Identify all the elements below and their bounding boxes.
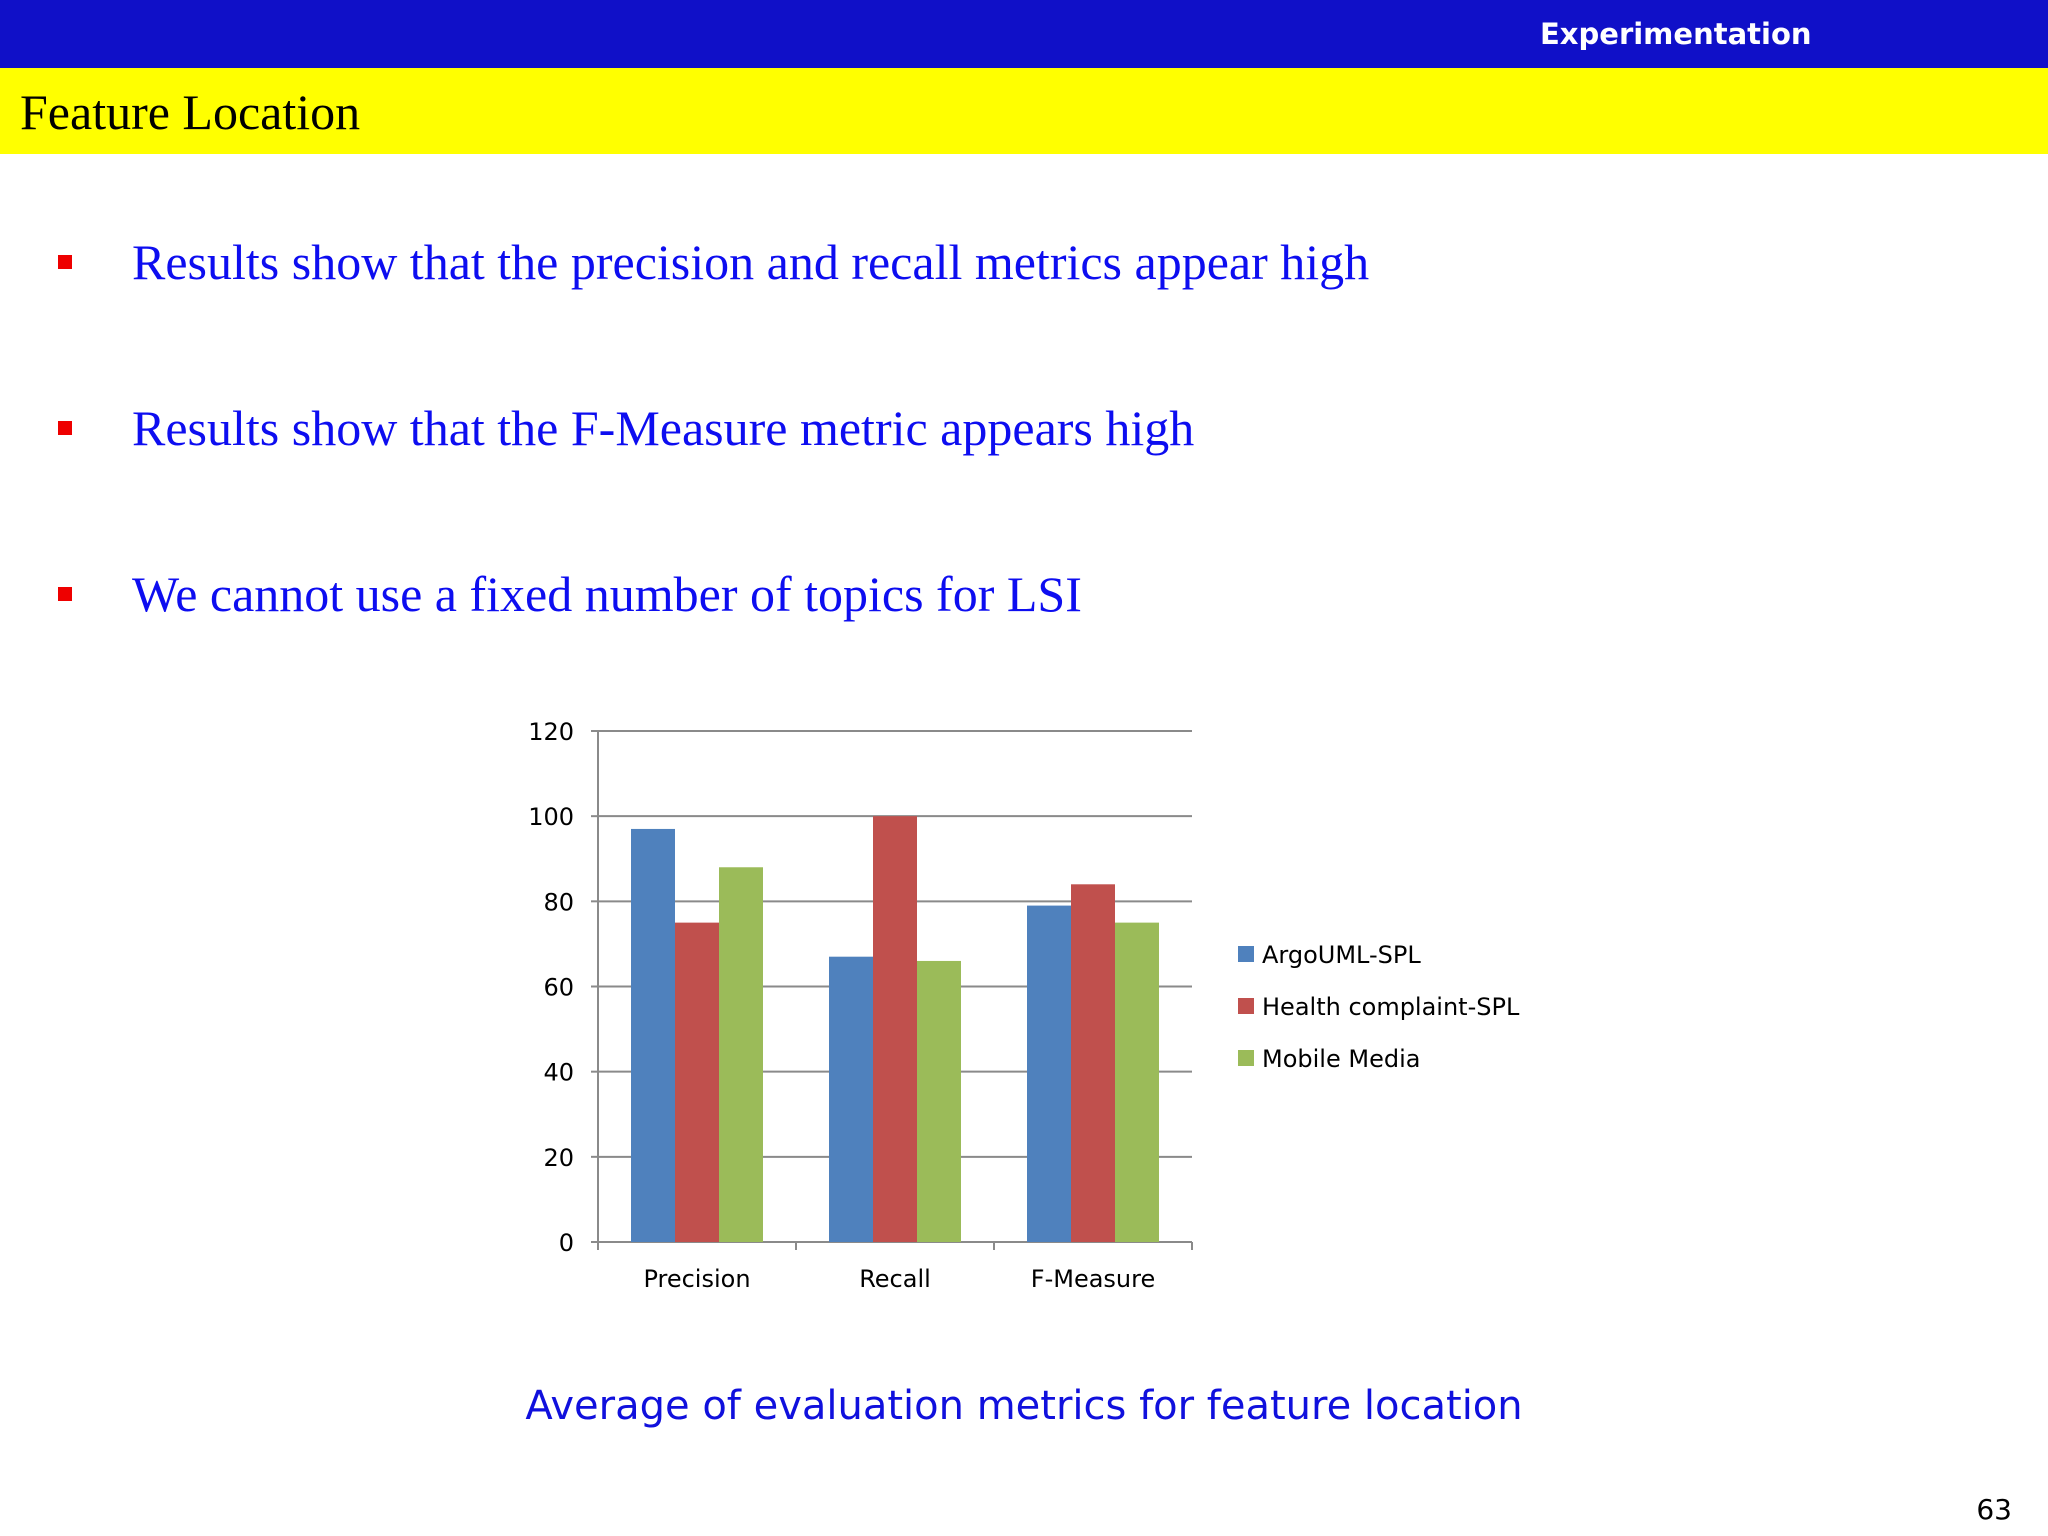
bullet-text: Results show that the F-Measure metric a… <box>132 400 1195 456</box>
bullet-marker <box>58 421 72 435</box>
bar-mobile-media-precision <box>719 867 763 1242</box>
title-bar: Feature Location <box>0 68 2048 154</box>
bullet-text: We cannot use a fixed number of topics f… <box>132 566 1082 622</box>
y-tick-label: 20 <box>543 1144 574 1172</box>
section-label: Experimentation <box>1540 17 1812 51</box>
legend-label: Health complaint-SPL <box>1262 993 1520 1021</box>
x-tick-label: F-Measure <box>1031 1265 1155 1293</box>
y-tick-label: 120 <box>528 718 574 746</box>
bullet-item: Results show that the F-Measure metric a… <box>0 395 1500 465</box>
bar-chart: 0 20 40 60 80 100 120 Precision Recall F-Measure A… <box>500 700 1600 1325</box>
bullet-text: Results show that the precision and reca… <box>132 234 1370 290</box>
legend-swatch <box>1238 998 1254 1014</box>
y-tick-label: 80 <box>543 888 574 916</box>
bar-argouml-spl-f-measure <box>1027 905 1071 1242</box>
x-tick-label: Precision <box>643 1265 750 1293</box>
y-tick-label: 60 <box>543 974 574 1002</box>
bullet-marker <box>58 255 72 269</box>
bar-health-complaint-spl-f-measure <box>1071 884 1115 1242</box>
y-tick-label: 0 <box>559 1229 574 1257</box>
bullet-marker <box>58 587 72 601</box>
bar-argouml-spl-precision <box>631 828 675 1242</box>
bar-health-complaint-spl-recall <box>873 816 917 1242</box>
bar-mobile-media-recall <box>917 960 961 1242</box>
page-number: 63 <box>1976 1493 2012 1526</box>
bullet-item: Results show that the precision and reca… <box>0 229 1500 299</box>
legend-swatch <box>1238 946 1254 962</box>
legend-swatch <box>1238 1050 1254 1066</box>
chart-caption: Average of evaluation metrics for featur… <box>525 1383 1523 1429</box>
bullet-item: We cannot use a fixed number of topics f… <box>0 561 1500 631</box>
y-tick-label: 100 <box>528 803 574 831</box>
legend-label: Mobile Media <box>1262 1045 1420 1073</box>
bar-mobile-media-f-measure <box>1115 922 1159 1242</box>
legend-label: ArgoUML-SPL <box>1262 941 1421 969</box>
section-header-bar: Experimentation <box>0 0 2048 68</box>
bar-health-complaint-spl-precision <box>675 922 719 1242</box>
y-tick-label: 40 <box>543 1059 574 1087</box>
x-tick-label: Recall <box>859 1265 931 1293</box>
bar-argouml-spl-recall <box>829 956 873 1242</box>
bar-chart-svg: 0 20 40 60 80 100 120 Precision Recall F-Measure A… <box>528 718 1520 1293</box>
slide-title: Feature Location <box>20 84 361 140</box>
